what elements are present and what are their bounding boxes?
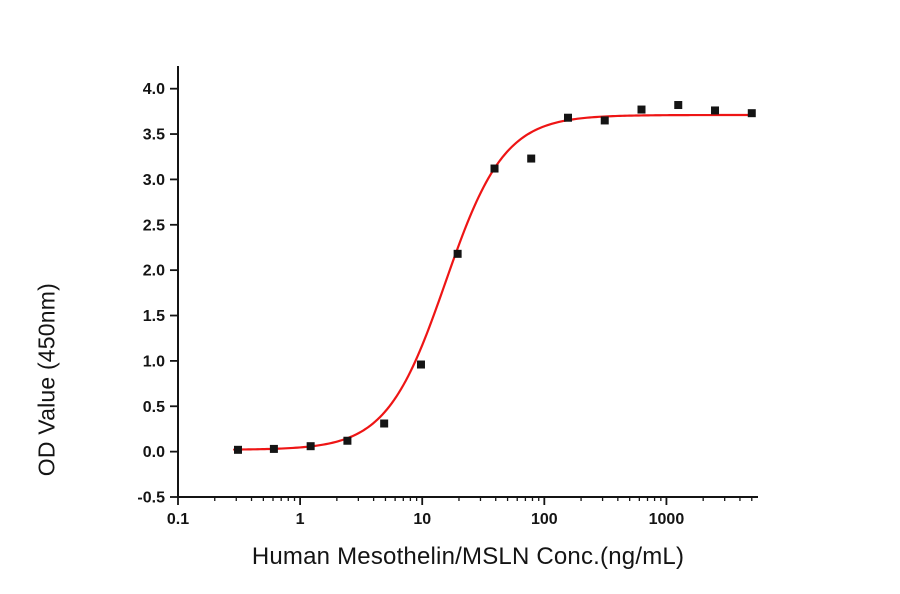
data-point — [233, 445, 242, 454]
y-tick-label: 0.0 — [143, 444, 165, 461]
x-axis-title: Human Mesothelin/MSLN Conc.(ng/mL) — [251, 543, 685, 570]
data-point — [490, 164, 499, 173]
data-point — [600, 116, 609, 125]
x-tick-label: 0.1 — [167, 511, 189, 528]
data-point — [674, 101, 683, 110]
data-point — [564, 113, 573, 122]
y-tick-label: 3.0 — [143, 172, 165, 189]
data-point — [269, 444, 278, 453]
data-point — [711, 106, 720, 115]
data-point — [306, 442, 315, 451]
y-axis-title-text: OD Value (450nm) — [33, 283, 59, 477]
x-tick-label: 1000 — [649, 511, 685, 528]
data-point — [453, 249, 462, 258]
y-tick-label: 2.0 — [143, 263, 165, 280]
data-point — [747, 109, 756, 118]
data-point — [637, 105, 646, 114]
x-tick-label: 1 — [296, 511, 305, 528]
y-tick-label: 1.5 — [143, 308, 165, 325]
x-tick-label: 10 — [413, 511, 431, 528]
y-tick-label: -0.5 — [137, 490, 165, 507]
y-tick-label: 1.0 — [143, 353, 165, 370]
x-tick-label: 100 — [531, 511, 558, 528]
y-tick-label: 4.0 — [143, 81, 165, 98]
y-tick-label: 2.5 — [143, 217, 165, 234]
data-point — [416, 360, 425, 369]
y-tick-label: 3.5 — [143, 127, 165, 144]
data-point — [527, 154, 536, 163]
data-point — [343, 436, 352, 445]
y-tick-label: 0.5 — [143, 399, 165, 416]
data-point — [380, 419, 389, 428]
